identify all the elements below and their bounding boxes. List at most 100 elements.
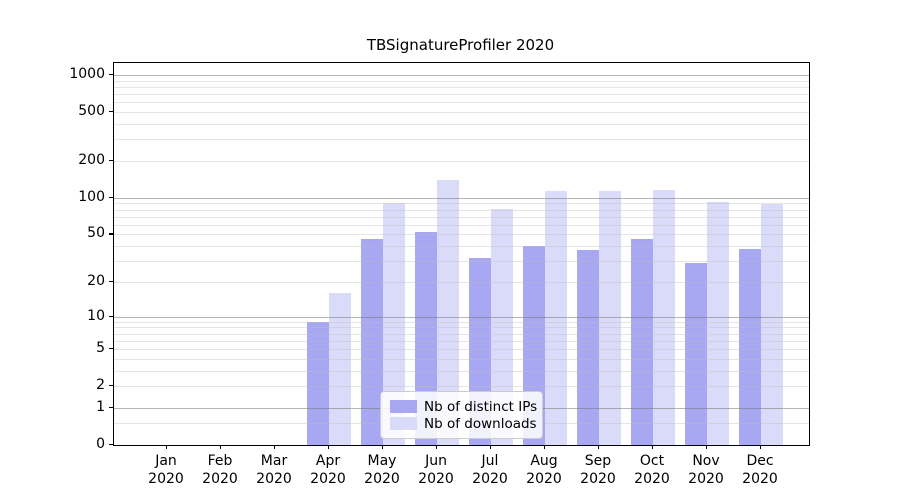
y-tick-mark (109, 159, 113, 162)
x-tick-year: 2020 (310, 471, 346, 487)
gridline-major (114, 197, 809, 199)
y-axis-tick-label: 1 (96, 398, 105, 415)
y-tick-mark (109, 233, 113, 235)
x-tick-mark (544, 445, 546, 449)
legend-item-downloads: Nb of downloads (390, 416, 537, 432)
x-axis-tick-label: Jul 2020 (462, 452, 518, 488)
bar-downloads-jun (437, 179, 459, 445)
gridline-minor (114, 216, 809, 218)
gridline-minor (114, 209, 809, 211)
y-axis-tick-label: 5 (96, 340, 105, 356)
gridline-minor (114, 203, 809, 205)
x-axis-tick-label: Feb 2020 (192, 452, 248, 488)
x-axis-tick-label: Jun 2020 (408, 452, 464, 488)
y-tick-mark (109, 315, 113, 317)
y-axis-tick-label: 20 (87, 272, 105, 289)
bar-downloads-dec (761, 203, 783, 445)
y-axis-tick-label: 200 (78, 151, 105, 168)
bar-distinct-ips-apr (307, 321, 329, 445)
x-axis-tick-label: Dec 2020 (732, 452, 788, 488)
x-tick-month: Apr (315, 453, 341, 469)
bar-distinct-ips-may (361, 238, 383, 445)
y-axis-tick-label: 0 (96, 436, 105, 452)
y-tick-mark (109, 348, 113, 350)
x-tick-year: 2020 (418, 471, 454, 487)
y-axis-tick-label: 1000 (69, 65, 105, 82)
x-tick-year: 2020 (526, 471, 562, 487)
legend-label: Nb of downloads (424, 415, 537, 432)
y-tick-mark (109, 280, 113, 283)
gridline-minor (114, 224, 809, 226)
gridline-minor (114, 94, 809, 95)
chart-title: TBSignatureProfiler 2020 (366, 36, 555, 54)
y-tick-mark (109, 444, 113, 446)
y-axis-tick-label: 50 (87, 225, 105, 242)
x-tick-mark (220, 445, 222, 449)
x-tick-mark (706, 445, 708, 449)
x-tick-mark (382, 445, 384, 449)
x-tick-mark (436, 445, 438, 449)
x-tick-month: Nov (692, 453, 720, 469)
gridline-minor (114, 246, 809, 248)
y-axis-tick-label: 2 (96, 377, 105, 394)
x-tick-mark (652, 445, 654, 449)
x-tick-year: 2020 (688, 471, 724, 487)
x-tick-year: 2020 (202, 471, 238, 487)
x-tick-mark (166, 445, 168, 449)
x-tick-month: Sep (584, 453, 612, 469)
x-tick-month: Jun (425, 453, 447, 469)
gridline-minor (114, 102, 809, 104)
x-axis-tick-label: Aug 2020 (516, 452, 572, 488)
gridline-minor (114, 80, 809, 82)
y-tick-mark (109, 111, 113, 113)
legend-label: Nb of distinct IPs (424, 398, 538, 415)
bar-downloads-jul (491, 208, 513, 445)
y-axis-tick-label: 500 (78, 103, 105, 119)
x-tick-year: 2020 (634, 471, 670, 487)
x-tick-mark (274, 445, 276, 449)
x-tick-month: Feb (207, 453, 233, 469)
y-tick-mark (109, 196, 113, 198)
x-tick-month: Jul (481, 453, 499, 469)
x-tick-month: Aug (530, 453, 558, 469)
legend-swatch-distinct-ips (390, 400, 417, 413)
plot-area (113, 62, 810, 446)
y-axis-tick-label: 100 (78, 188, 105, 205)
x-axis-tick-label: Nov 2020 (678, 452, 734, 488)
x-tick-month: Dec (746, 453, 774, 469)
x-axis-tick-label: Sep 2020 (570, 452, 626, 488)
y-axis-tick-label: 10 (87, 307, 105, 324)
bar-downloads-sep (599, 190, 621, 445)
bar-downloads-aug (545, 190, 567, 445)
legend: Nb of distinct IPs Nb of downloads (380, 391, 543, 439)
x-tick-year: 2020 (148, 471, 184, 487)
bar-downloads-apr (329, 293, 351, 445)
bar-downloads-nov (707, 202, 729, 445)
bar-distinct-ips-dec (739, 248, 761, 445)
x-tick-month: Oct (639, 453, 665, 469)
x-tick-mark (598, 445, 600, 449)
y-tick-mark (109, 406, 113, 409)
gridline-minor (114, 234, 809, 236)
bar-downloads-oct (653, 189, 675, 445)
x-tick-month: May (367, 453, 397, 469)
gridline-major (114, 74, 809, 76)
x-axis-tick-label: Apr 2020 (300, 452, 356, 488)
x-tick-year: 2020 (256, 471, 292, 487)
x-tick-year: 2020 (580, 471, 616, 487)
gridline-minor (114, 112, 809, 113)
gridline-minor (114, 139, 809, 141)
legend-item-distinct-ips: Nb of distinct IPs (390, 399, 537, 415)
bar-distinct-ips-oct (631, 238, 653, 445)
y-tick-mark (109, 73, 113, 76)
bar-distinct-ips-nov (685, 262, 707, 445)
x-axis-tick-label: Jan 2020 (138, 452, 194, 488)
x-tick-year: 2020 (742, 471, 778, 487)
x-tick-year: 2020 (364, 471, 400, 487)
bar-downloads-may (383, 203, 405, 445)
x-axis-tick-label: May 2020 (354, 452, 410, 488)
x-tick-month: Jan (155, 453, 177, 469)
bar-distinct-ips-sep (577, 250, 599, 445)
x-tick-year: 2020 (472, 471, 508, 487)
